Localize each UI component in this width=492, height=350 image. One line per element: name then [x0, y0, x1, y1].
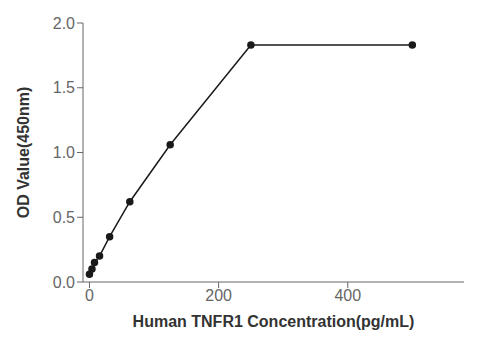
svg-text:1.0: 1.0 — [53, 144, 75, 161]
svg-text:Human TNFR1 Concentration(pg/m: Human TNFR1 Concentration(pg/mL) — [133, 313, 415, 330]
svg-text:200: 200 — [205, 287, 232, 304]
svg-text:0.0: 0.0 — [53, 274, 75, 291]
svg-text:2.0: 2.0 — [53, 15, 75, 32]
svg-text:0: 0 — [85, 287, 94, 304]
svg-text:1.5: 1.5 — [53, 79, 75, 96]
svg-text:0.5: 0.5 — [53, 209, 75, 226]
svg-text:OD Value(450nm): OD Value(450nm) — [15, 87, 32, 219]
svg-text:400: 400 — [334, 287, 361, 304]
